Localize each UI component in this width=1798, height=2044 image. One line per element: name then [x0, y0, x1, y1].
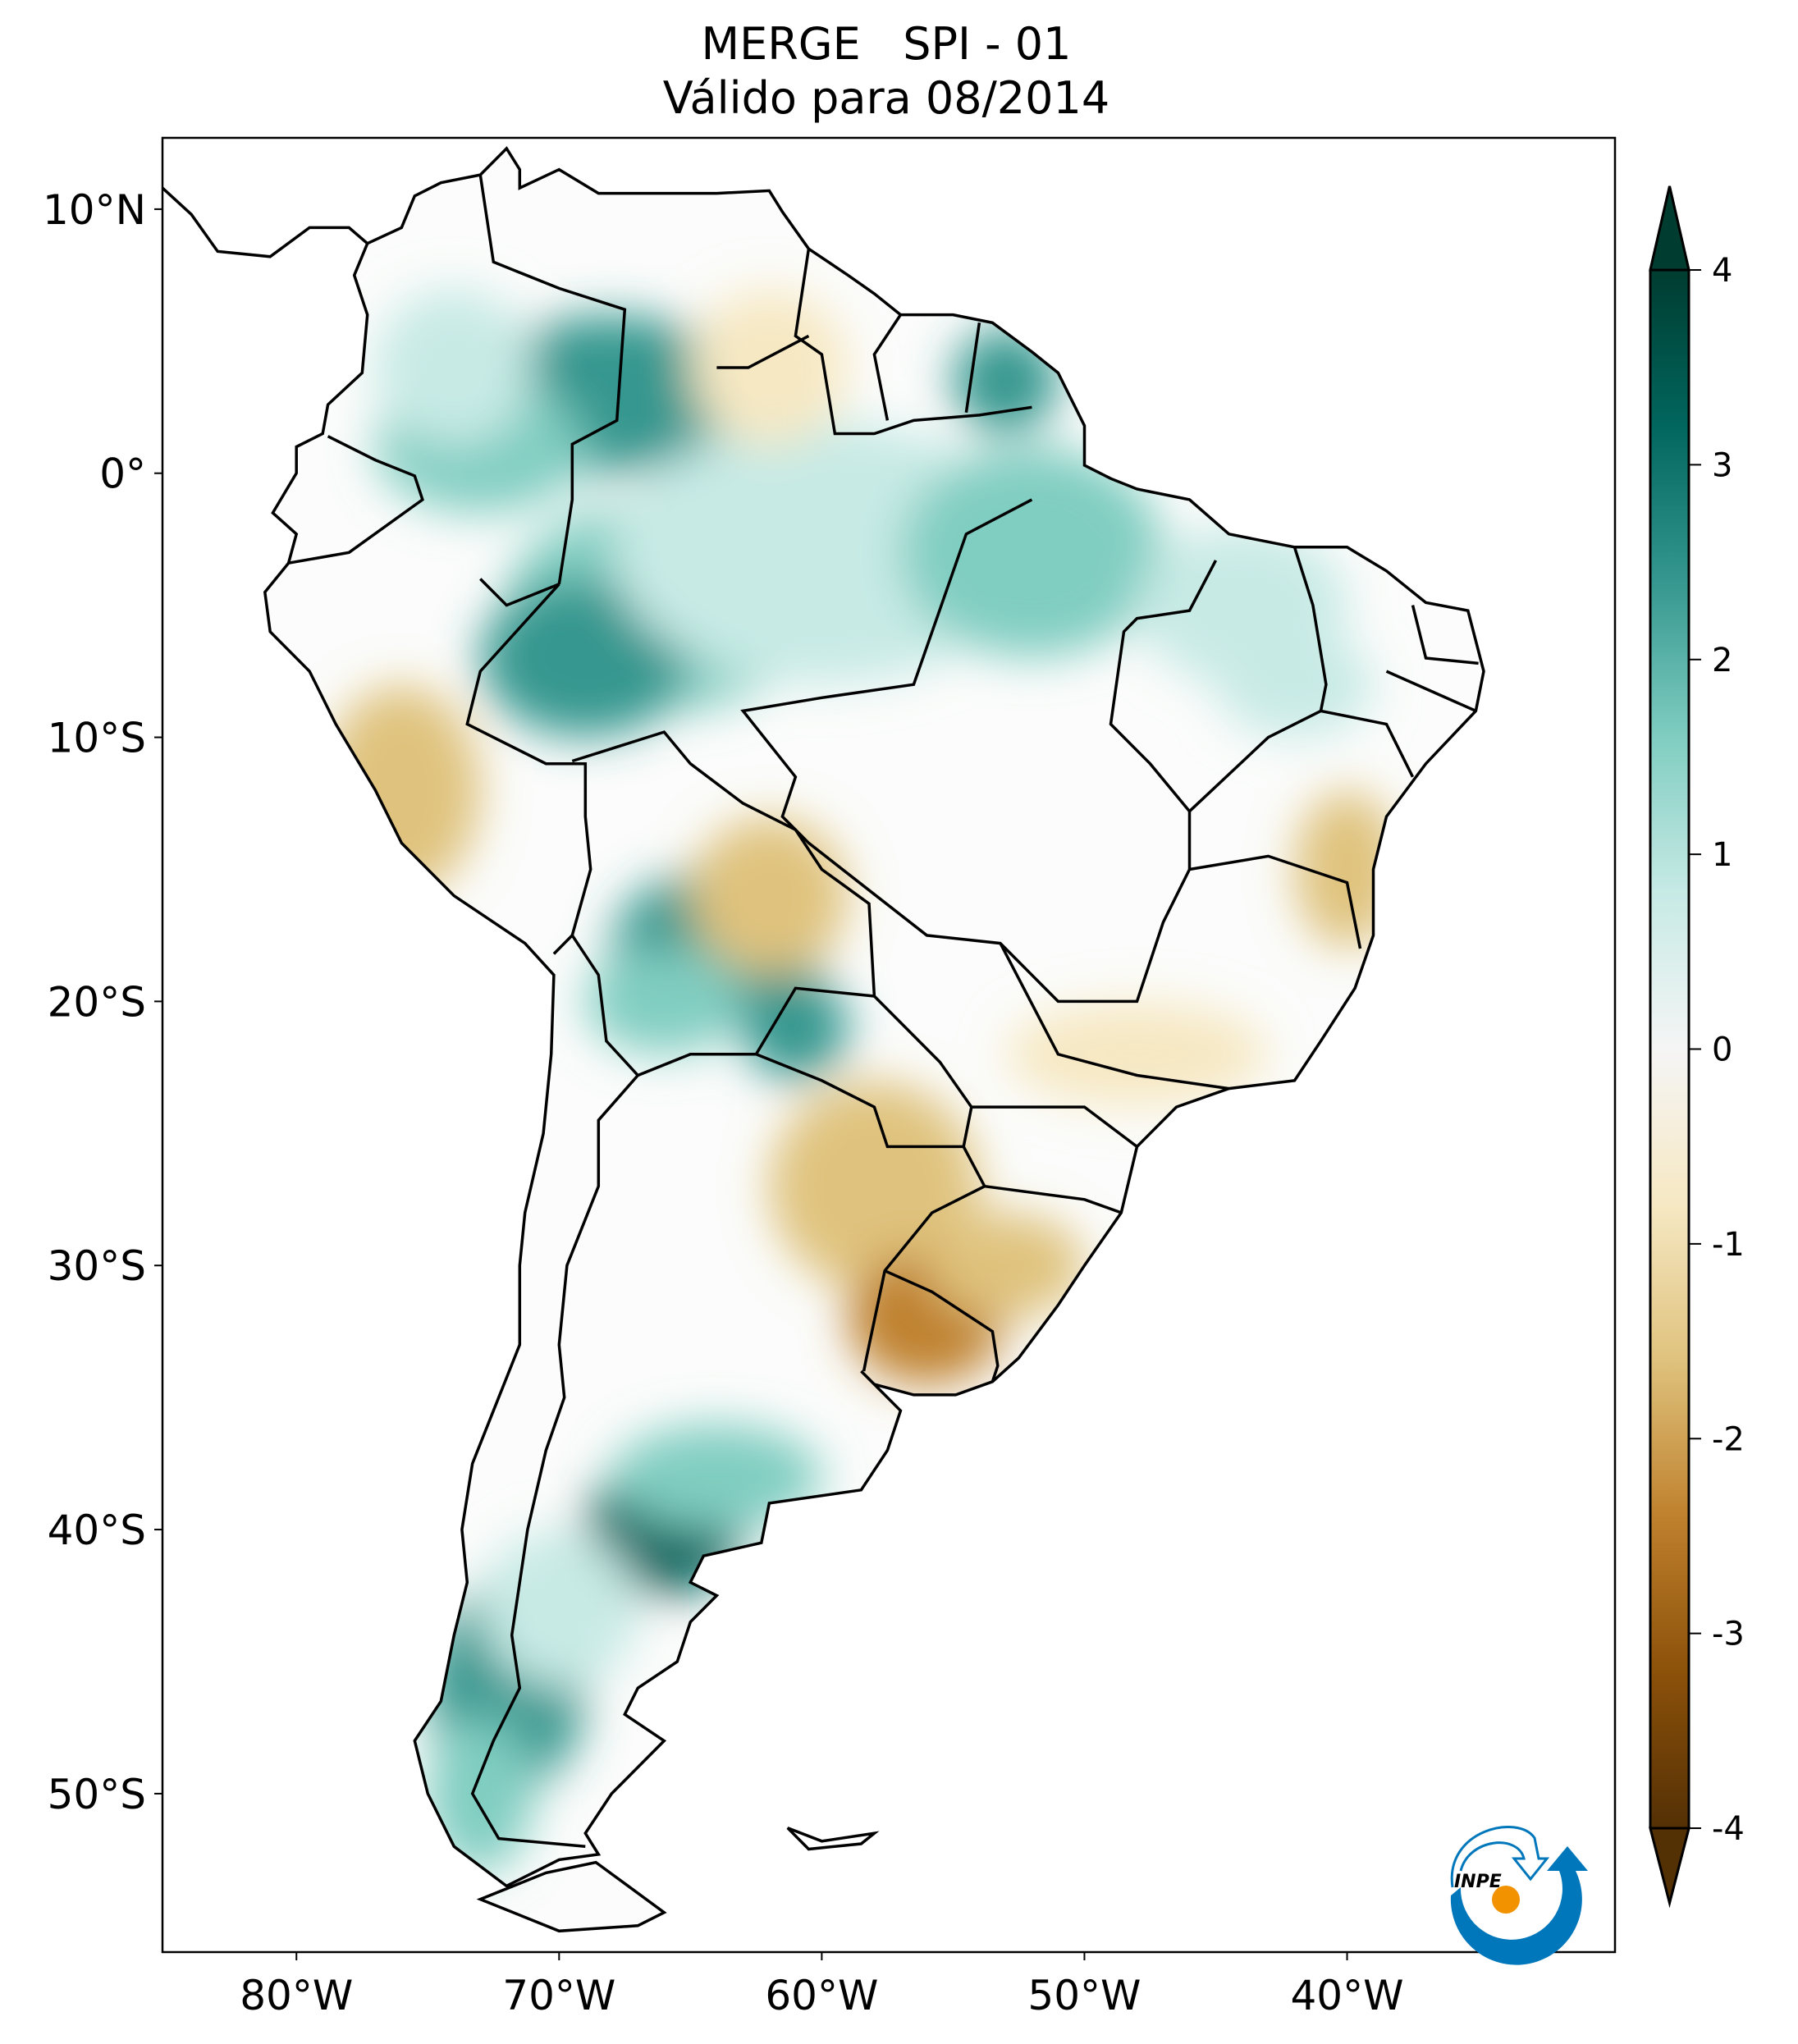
anomaly-patch	[585, 949, 743, 1054]
logo-swirl-icon	[1450, 1826, 1550, 1888]
coastline	[161, 146, 1485, 1933]
x-axis-ticks: 80°W 70°W 60°W 50°W 40°W	[240, 1952, 1404, 2019]
anomaly-patch	[690, 288, 849, 446]
colorbar-extend-min	[1649, 1827, 1690, 1908]
border-line	[999, 942, 1229, 1091]
y-tick-label: 0°	[99, 450, 146, 498]
border-line	[716, 334, 810, 369]
border-line	[1385, 670, 1477, 712]
y-tick-label: 10°S	[48, 715, 146, 762]
inpe-logo: INPE	[1450, 1826, 1588, 1965]
anomaly-patch	[375, 288, 533, 446]
logo-arrow-icon	[1450, 1846, 1588, 1965]
border-line	[478, 174, 627, 585]
anomaly-patch	[611, 421, 1032, 684]
anomaly-patch	[480, 579, 691, 738]
border-line	[740, 498, 1218, 1004]
map-area	[161, 146, 1485, 1933]
colorbar-tick-label: -1	[1712, 1226, 1745, 1264]
y-tick-label: 40°S	[48, 1507, 146, 1554]
anomaly-patch	[926, 1213, 1085, 1319]
border-line	[1292, 546, 1328, 711]
anomaly-patch	[769, 1081, 980, 1292]
y-tick-label: 10°N	[43, 186, 146, 234]
spi-anomaly-field	[323, 288, 1400, 1873]
colorbar-tick-label: -3	[1712, 1616, 1745, 1653]
anomaly-patch	[480, 1530, 638, 1688]
x-tick-label: 70°W	[502, 1972, 615, 2019]
anomaly-patch	[953, 328, 1059, 434]
map-frame	[161, 136, 1617, 1954]
border-line	[862, 1145, 987, 1372]
y-tick-label: 20°S	[48, 978, 146, 1026]
border-line	[465, 578, 592, 955]
border-line	[884, 1269, 1000, 1383]
x-tick-label: 40°W	[1290, 1972, 1403, 2019]
border-line	[470, 1074, 639, 1849]
anomaly-patch	[1215, 632, 1374, 738]
logo-text: INPE	[1454, 1872, 1502, 1892]
anomaly-patch	[743, 975, 849, 1081]
colorbar-tick-label: 0	[1712, 1031, 1732, 1069]
border-line	[570, 934, 875, 1077]
logo-sun-icon	[1492, 1886, 1520, 1914]
colorbar-tick-label: 2	[1712, 642, 1732, 679]
border-line	[971, 1105, 1138, 1148]
colorbar: 4 3 2 1 0 -1 -2 -3 -4	[1649, 185, 1745, 1908]
colorbar-extend-max	[1649, 185, 1690, 272]
y-tick-label: 30°S	[48, 1242, 146, 1290]
border-line	[1189, 854, 1362, 949]
colorbar-tick-label: 1	[1712, 836, 1732, 874]
figure-title-line1: MERGE SPI - 01	[701, 18, 1072, 70]
anomaly-patch	[900, 447, 1164, 658]
colorbar-body	[1649, 185, 1690, 1908]
border-line	[1411, 605, 1479, 665]
colorbar-tick-label: 4	[1712, 252, 1732, 290]
y-tick-label: 50°S	[48, 1771, 146, 1818]
colorbar-tick-label: 3	[1712, 446, 1732, 484]
anomaly-patch	[690, 816, 849, 975]
colorbar-tick-label: -4	[1712, 1810, 1745, 1848]
x-tick-label: 80°W	[240, 1972, 353, 2019]
x-tick-label: 50°W	[1027, 1972, 1141, 2019]
y-axis-ticks: 10°N 0° 10°S 20°S 30°S 40°S 50°S	[43, 186, 162, 1818]
anomaly-patch	[323, 684, 481, 895]
border-line	[288, 435, 424, 565]
anomaly-patch	[428, 1714, 533, 1873]
x-tick-label: 60°W	[765, 1972, 878, 2019]
border-line	[872, 313, 902, 421]
anomaly-patch	[1005, 1001, 1269, 1107]
country-borders	[288, 174, 1479, 1849]
border-line	[984, 1184, 1122, 1214]
border-line	[755, 995, 973, 1149]
figure-title-line2: Válido para 08/2014	[662, 72, 1110, 124]
colorbar-tick-label: -2	[1712, 1420, 1745, 1458]
border-line	[964, 322, 981, 413]
border-line	[571, 730, 876, 997]
anomaly-patch	[611, 1424, 822, 1530]
